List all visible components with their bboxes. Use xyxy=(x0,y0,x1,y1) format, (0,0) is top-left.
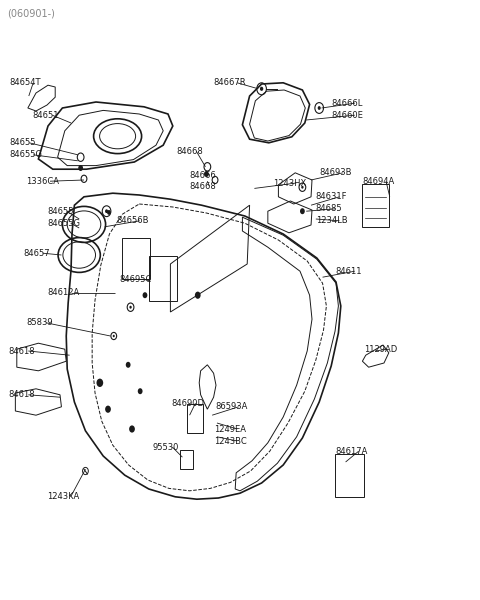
Text: 84655: 84655 xyxy=(47,206,73,215)
Circle shape xyxy=(105,209,108,213)
Circle shape xyxy=(126,362,131,368)
Text: 1234LB: 1234LB xyxy=(316,216,348,225)
Text: 84654T: 84654T xyxy=(10,78,41,87)
Text: 1336CA: 1336CA xyxy=(26,176,60,186)
Text: 84617A: 84617A xyxy=(335,446,367,456)
Text: 84666: 84666 xyxy=(190,170,216,180)
Circle shape xyxy=(318,106,321,110)
Circle shape xyxy=(105,406,111,413)
Circle shape xyxy=(107,210,111,215)
Text: 84651: 84651 xyxy=(33,110,59,119)
Circle shape xyxy=(96,379,103,387)
Text: 84618: 84618 xyxy=(9,346,35,355)
Circle shape xyxy=(78,165,83,171)
Text: 84685: 84685 xyxy=(316,204,342,213)
Text: 84656B: 84656B xyxy=(116,216,149,225)
Circle shape xyxy=(143,292,147,298)
Text: 84693B: 84693B xyxy=(319,168,352,178)
Text: 1129AD: 1129AD xyxy=(364,344,397,354)
Text: 1249EA: 1249EA xyxy=(214,425,246,433)
Text: 84655G: 84655G xyxy=(10,150,43,159)
Text: 84655G: 84655G xyxy=(47,218,80,227)
Text: 1243KA: 1243KA xyxy=(47,492,79,502)
Circle shape xyxy=(138,388,143,394)
Text: 84618: 84618 xyxy=(9,390,35,400)
Text: 84631F: 84631F xyxy=(316,192,348,201)
Circle shape xyxy=(260,87,264,91)
Text: 84666L: 84666L xyxy=(331,98,362,108)
Text: 86593A: 86593A xyxy=(215,402,247,412)
Circle shape xyxy=(300,208,305,214)
Text: 84657: 84657 xyxy=(23,249,49,258)
Text: 84668: 84668 xyxy=(190,182,216,191)
Text: 85839: 85839 xyxy=(26,318,53,328)
Text: 84655: 84655 xyxy=(10,138,36,147)
Text: (060901-): (060901-) xyxy=(7,9,55,19)
Text: 1243BC: 1243BC xyxy=(214,437,246,445)
Text: 84668: 84668 xyxy=(177,146,204,155)
Text: 1243HX: 1243HX xyxy=(273,179,306,187)
Text: 84612A: 84612A xyxy=(47,289,79,297)
Text: 95530: 95530 xyxy=(153,443,179,451)
Text: 84611: 84611 xyxy=(335,266,361,275)
Circle shape xyxy=(195,292,201,299)
Text: 84694A: 84694A xyxy=(362,176,395,186)
Text: 84695C: 84695C xyxy=(119,275,151,283)
Text: 84667R: 84667R xyxy=(214,78,246,87)
Circle shape xyxy=(113,335,115,337)
Text: 84660E: 84660E xyxy=(331,110,363,119)
Circle shape xyxy=(204,171,209,177)
Circle shape xyxy=(130,306,132,308)
Circle shape xyxy=(129,425,135,433)
Text: 84690D: 84690D xyxy=(172,398,205,408)
Circle shape xyxy=(301,186,303,188)
